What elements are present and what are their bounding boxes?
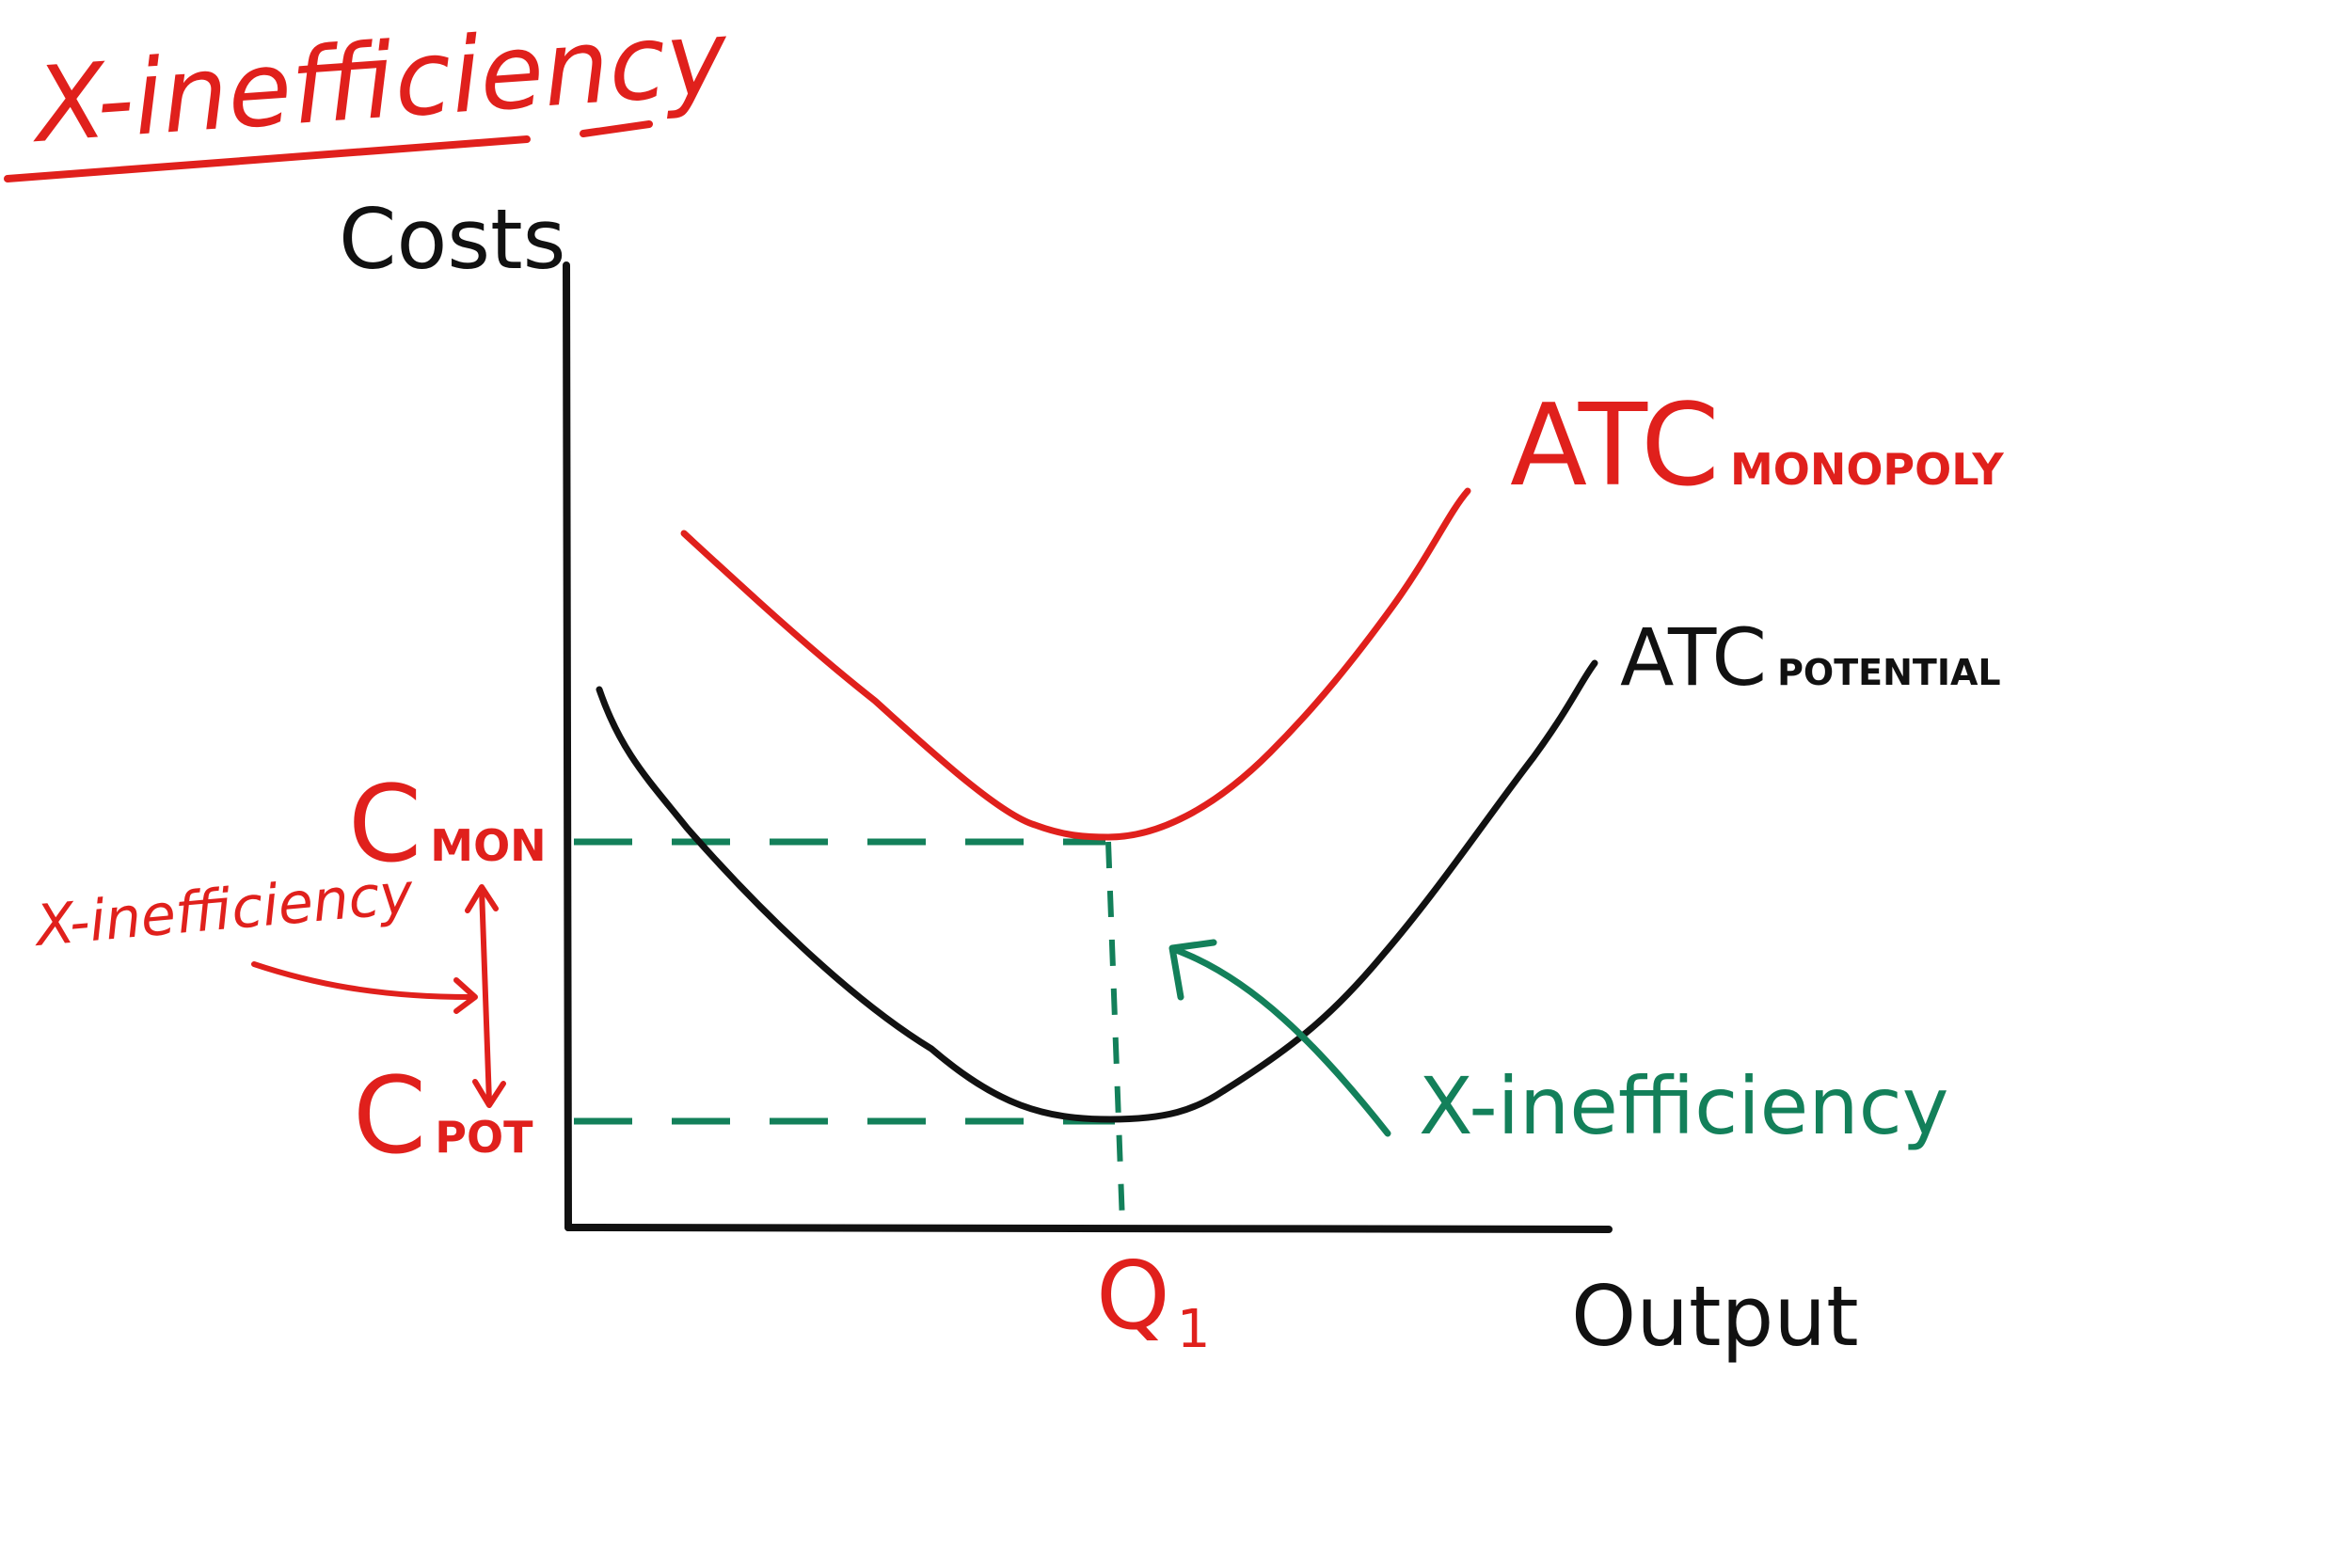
q1-label-main: Q	[1096, 1241, 1170, 1351]
c-mon-label-sub: MON	[430, 820, 546, 871]
c-pot-label-sub: POT	[435, 1112, 533, 1163]
right-x-inefficiency-label: X-inefficiency	[1419, 1060, 1948, 1152]
q1-label: Q 1	[1096, 1241, 1210, 1360]
c-pot-label: C POT	[353, 1055, 533, 1178]
atc-potential-label-main: ATC	[1620, 611, 1767, 704]
left-pointer-arrow	[251, 961, 473, 1000]
right-pointer-arrow-head	[1168, 939, 1217, 1001]
atc-monopoly-label-sub: MONOPOLY	[1730, 444, 2004, 495]
atc-monopoly-curve	[680, 487, 1471, 841]
gap-arrow-down-head	[472, 1079, 506, 1108]
atc-potential-curve	[596, 659, 1598, 1123]
left-pointer-arrow-head	[453, 977, 478, 1014]
atc-potential-label: ATC POTENTIAL	[1620, 611, 2001, 704]
atc-potential-label-sub: POTENTIAL	[1777, 652, 2001, 693]
q1-label-sub: 1	[1177, 1299, 1211, 1360]
atc-monopoly-label-main: ATC	[1510, 381, 1720, 512]
y-axis	[563, 261, 572, 1231]
c-mon-label-main: C	[348, 764, 421, 886]
c-pot-label-main: C	[353, 1055, 426, 1178]
x-axis	[564, 1224, 1613, 1233]
atc-monopoly-label: ATC MONOPOLY	[1510, 381, 2004, 512]
q1-dashed-line	[1105, 841, 1125, 1224]
gap-arrow-up-head	[465, 884, 499, 913]
c-mon-label: C MON	[348, 764, 547, 886]
right-pointer-arrow	[1172, 946, 1391, 1137]
y-axis-label: Costs	[339, 191, 565, 288]
x-axis-label: Output	[1571, 1268, 1859, 1365]
title-underline	[4, 120, 653, 182]
gap-double-arrow	[479, 886, 492, 1105]
left-x-inefficiency-label: X-inefficiency	[30, 861, 417, 959]
diagram-title: X-inefficiency	[26, 0, 733, 166]
